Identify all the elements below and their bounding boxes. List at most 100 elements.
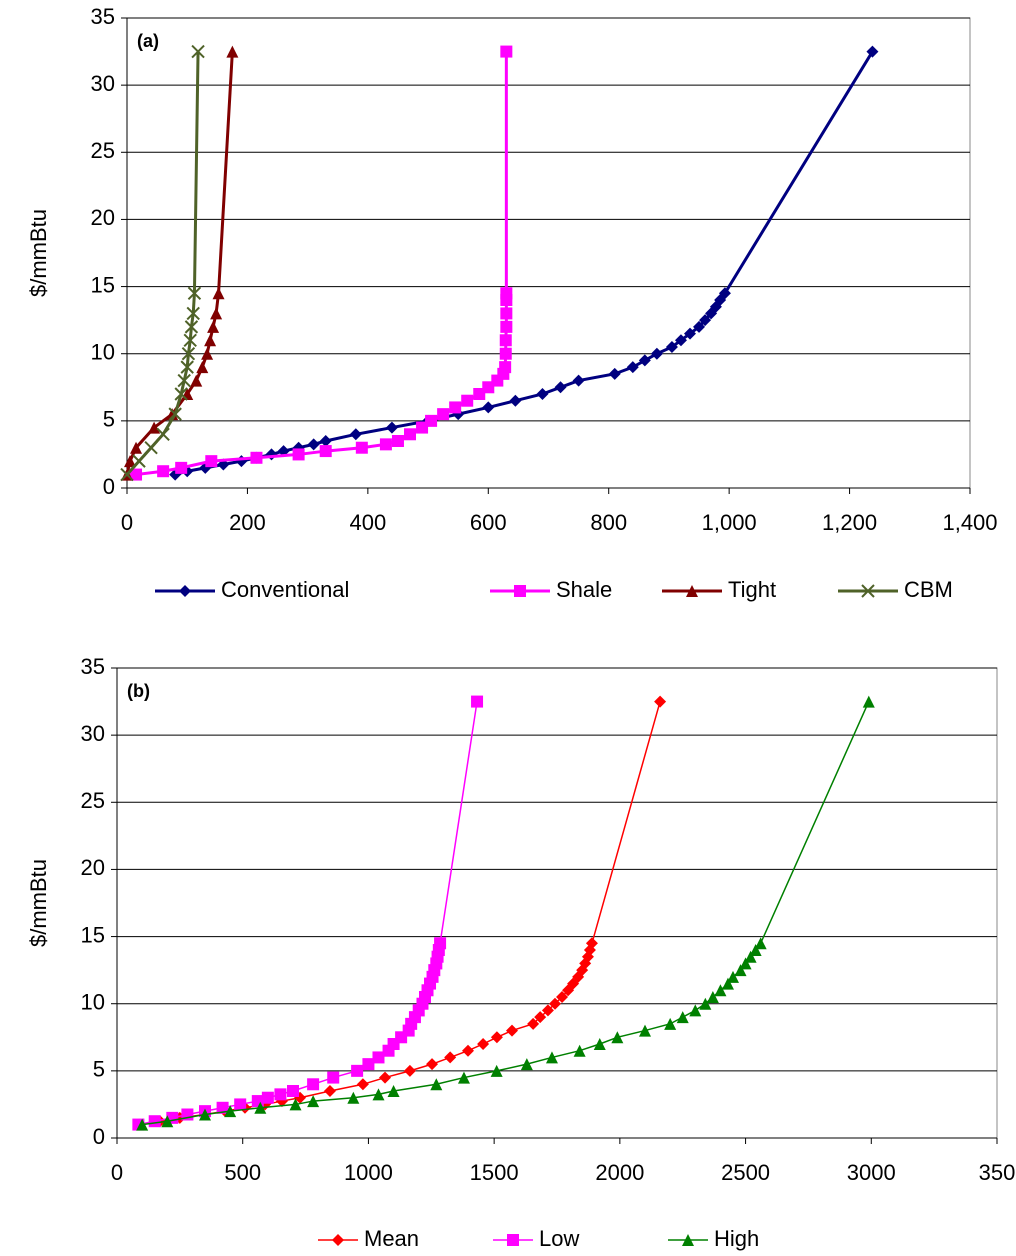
marker [541, 1004, 554, 1017]
marker [136, 1118, 149, 1131]
marker [500, 45, 513, 58]
marker [437, 408, 450, 421]
marker [499, 334, 512, 347]
marker [699, 997, 712, 1010]
y-tick-label: 25 [91, 138, 115, 163]
y-tick-label: 5 [103, 407, 115, 432]
marker [224, 1105, 237, 1118]
series-line [139, 701, 661, 1126]
legend-entry: Shale [490, 577, 612, 602]
marker [449, 401, 462, 414]
marker [161, 1115, 174, 1128]
marker [332, 1234, 344, 1246]
marker [289, 1098, 302, 1111]
marker [500, 287, 513, 300]
series [130, 45, 513, 481]
marker [471, 695, 484, 708]
x-tick-label: 800 [590, 510, 627, 535]
series-line [125, 51, 234, 475]
marker [327, 1071, 340, 1084]
x-tick-label: 3000 [847, 1160, 896, 1185]
marker [216, 1101, 229, 1114]
x-tick-label: 2000 [595, 1160, 644, 1185]
marker [490, 1064, 503, 1077]
marker [205, 455, 218, 468]
legend-label: Tight [728, 577, 776, 602]
x-tick-label: 0 [121, 510, 133, 535]
marker [372, 1088, 385, 1101]
y-tick-label: 5 [93, 1057, 105, 1082]
marker [184, 320, 199, 334]
panel-label: (b) [127, 681, 150, 701]
marker [739, 957, 752, 970]
marker [387, 1085, 400, 1097]
legend-entry: Mean [318, 1226, 419, 1251]
legend-label: Conventional [221, 577, 349, 602]
marker [430, 1078, 443, 1091]
marker [505, 1024, 518, 1037]
series-line [174, 50, 874, 477]
y-tick-label: 0 [103, 474, 115, 499]
legend-label: Shale [556, 577, 612, 602]
x-tick-label: 1500 [470, 1160, 519, 1185]
marker [404, 428, 417, 441]
marker [754, 937, 767, 950]
marker [183, 333, 197, 347]
y-tick-label: 20 [81, 855, 105, 880]
marker [714, 984, 727, 997]
plot-frame [116, 667, 998, 1139]
marker [168, 407, 182, 421]
marker [124, 455, 137, 468]
marker [287, 1085, 299, 1097]
marker [261, 1091, 274, 1104]
legend-entry: Low [493, 1226, 579, 1251]
marker [608, 367, 621, 380]
series [120, 44, 205, 482]
marker [611, 1031, 624, 1044]
legend-entry: Conventional [155, 577, 349, 602]
marker [148, 421, 161, 434]
marker [199, 1108, 211, 1121]
marker [347, 1091, 360, 1104]
marker [749, 944, 762, 956]
marker [514, 585, 526, 597]
marker [355, 441, 368, 454]
y-axis-label: $/mmBtu [26, 859, 51, 947]
marker [319, 445, 332, 458]
series [133, 695, 667, 1131]
marker [507, 1234, 519, 1246]
marker [177, 373, 191, 388]
marker [862, 695, 875, 708]
marker [426, 1058, 439, 1071]
legend-label: Mean [364, 1226, 419, 1251]
marker [500, 294, 513, 306]
marker [372, 1051, 385, 1064]
y-tick-label: 15 [81, 922, 105, 947]
marker [554, 381, 567, 394]
marker [156, 427, 170, 441]
marker [572, 374, 585, 387]
marker [527, 1017, 540, 1030]
legend-entry: Tight [662, 577, 776, 602]
marker [323, 1085, 336, 1097]
x-tick-label: 1000 [344, 1160, 393, 1185]
x-tick-label: 600 [470, 510, 507, 535]
marker [425, 414, 438, 427]
marker [385, 421, 398, 434]
marker [307, 438, 320, 451]
marker [362, 1058, 375, 1071]
marker [130, 441, 143, 454]
marker [721, 977, 734, 990]
series [169, 45, 879, 481]
marker [250, 451, 263, 464]
marker [292, 448, 305, 461]
legend-label: Low [539, 1226, 579, 1251]
marker [196, 361, 209, 374]
marker [482, 401, 495, 414]
marker [573, 1044, 586, 1057]
marker [482, 381, 495, 394]
marker [187, 286, 202, 300]
marker [861, 584, 875, 598]
y-tick-label: 10 [91, 340, 115, 365]
marker [379, 1071, 392, 1084]
